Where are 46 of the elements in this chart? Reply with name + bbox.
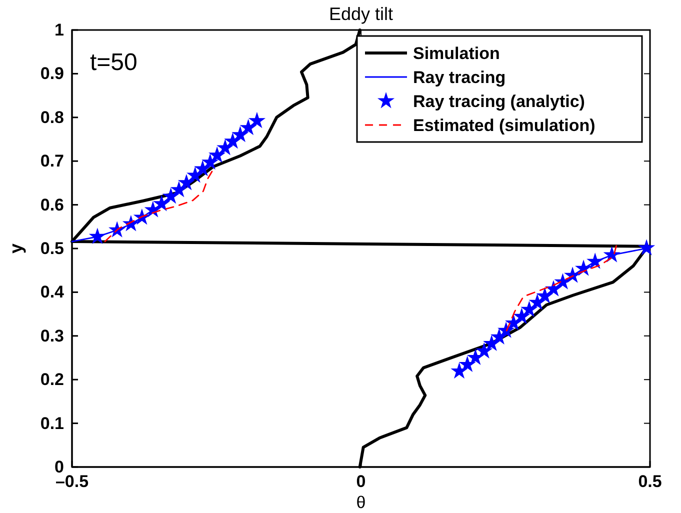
point [208,146,226,163]
point [240,118,257,136]
point [450,362,468,379]
point [638,239,656,256]
y-tick-label: 0.3 [40,326,64,346]
x-tick-label: 0.5 [638,472,662,492]
point [178,174,195,190]
point [202,153,219,170]
point [466,348,484,366]
point [162,188,180,204]
point [224,132,242,149]
point [536,287,554,304]
legend-label: Ray tracing (analytic) [413,92,585,111]
point [194,160,212,176]
y-tick-label: 0.2 [40,370,64,390]
point [248,112,266,128]
y-tick-label: 0.5 [40,238,64,258]
point [186,166,204,183]
y-tick-label: 0.7 [40,152,64,171]
point [528,294,546,310]
point [232,126,249,142]
y-tick-label: 0.9 [40,64,64,84]
y-axis-title: y [6,243,26,254]
point [170,180,188,198]
y-tick-label: 0.6 [40,195,64,214]
point [88,228,106,244]
y-tick-label: 0.1 [40,414,64,433]
chart-title: Eddy tilt [328,4,394,24]
legend-label: Simulation [413,44,500,63]
legend-label: Estimated (simulation) [413,116,596,135]
point [153,194,170,212]
annotation: t=50 [90,49,138,76]
point [586,252,604,269]
y-tick-label: 1 [54,20,64,40]
point [216,139,234,156]
y-tick-label: 0.8 [40,108,64,127]
x-tick-label: 0 [356,472,366,492]
point [490,328,508,344]
y-tick-label: 0.4 [40,282,65,302]
point [458,356,476,372]
point [476,342,493,358]
legend-label: Ray tracing [413,68,506,87]
point [513,308,530,324]
point [520,300,538,317]
x-axis-title: θ [356,493,366,512]
point [483,334,500,352]
